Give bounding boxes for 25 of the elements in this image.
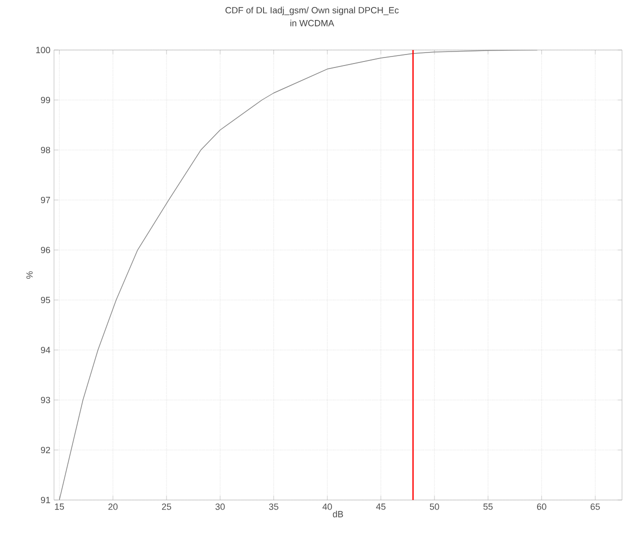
x-tick-label: 60 <box>537 504 546 510</box>
x-axis-title: dB <box>332 510 344 518</box>
x-tick-label: 45 <box>376 504 386 510</box>
y-tick-label: 92 <box>40 446 50 454</box>
y-tick-label: 96 <box>40 246 50 254</box>
chart-subtitle: in WCDMA <box>290 20 334 26</box>
x-tick-label: 55 <box>483 504 493 510</box>
y-tick-label: 97 <box>40 196 50 204</box>
y-tick-label: 95 <box>40 296 50 304</box>
y-tick-label: 99 <box>40 96 50 104</box>
x-tick-label: 15 <box>55 504 64 510</box>
y-tick-label: 98 <box>40 146 50 154</box>
x-tick-label: 65 <box>590 504 600 510</box>
y-axis-title: % <box>26 271 33 279</box>
y-tick-label: 100 <box>36 46 50 54</box>
x-tick-label: 50 <box>430 504 440 510</box>
y-tick-label: 94 <box>40 346 50 354</box>
x-tick-label: 25 <box>162 504 172 510</box>
y-tick-label: 93 <box>40 396 50 404</box>
y-tick-label: 91 <box>40 496 50 504</box>
chart-title: CDF of DL Iadj_gsm/ Own signal DPCH_Ec <box>226 6 399 16</box>
x-tick-label: 35 <box>269 504 278 510</box>
x-tick-label: 40 <box>322 504 332 510</box>
x-tick-label: 20 <box>108 504 118 510</box>
x-tick-label: 30 <box>215 504 225 510</box>
